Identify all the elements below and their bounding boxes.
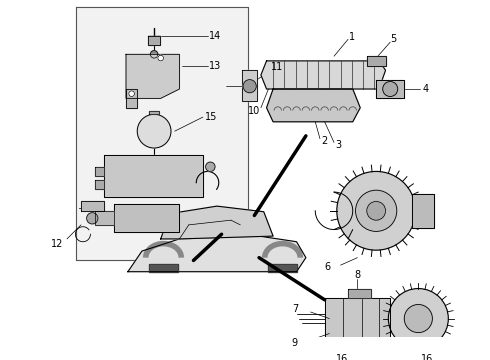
Text: 15: 15 — [205, 112, 217, 122]
Text: 13: 13 — [209, 60, 221, 71]
Polygon shape — [161, 206, 273, 239]
Polygon shape — [242, 70, 257, 101]
Text: 10: 10 — [248, 105, 260, 116]
Polygon shape — [76, 8, 248, 261]
Polygon shape — [376, 80, 404, 98]
Text: 7: 7 — [292, 304, 298, 314]
Text: 16: 16 — [421, 354, 433, 360]
Text: 14: 14 — [209, 31, 221, 41]
Polygon shape — [149, 264, 177, 272]
Text: 5: 5 — [390, 34, 396, 44]
Polygon shape — [81, 202, 104, 211]
Polygon shape — [114, 204, 179, 232]
Polygon shape — [126, 54, 179, 98]
Text: 4: 4 — [422, 84, 428, 94]
Circle shape — [243, 80, 256, 93]
Polygon shape — [95, 180, 104, 189]
Text: 2: 2 — [321, 135, 327, 145]
Polygon shape — [267, 89, 360, 122]
Circle shape — [137, 114, 171, 148]
Circle shape — [367, 202, 386, 220]
Polygon shape — [261, 61, 386, 89]
Polygon shape — [95, 167, 104, 176]
Circle shape — [129, 91, 134, 96]
Polygon shape — [367, 56, 386, 66]
Text: 9: 9 — [292, 338, 298, 348]
Polygon shape — [128, 236, 306, 272]
Circle shape — [87, 213, 98, 224]
Circle shape — [404, 305, 432, 333]
Polygon shape — [95, 211, 114, 225]
Circle shape — [383, 81, 398, 96]
Polygon shape — [148, 36, 160, 45]
Polygon shape — [149, 111, 159, 114]
Text: 8: 8 — [355, 270, 361, 279]
Circle shape — [150, 51, 158, 58]
Circle shape — [158, 55, 164, 61]
Polygon shape — [269, 264, 296, 272]
Text: 16: 16 — [336, 354, 348, 360]
Circle shape — [206, 162, 215, 171]
Circle shape — [337, 171, 416, 250]
Text: 6: 6 — [325, 262, 331, 272]
Polygon shape — [325, 298, 390, 337]
Polygon shape — [126, 89, 137, 108]
Text: 12: 12 — [51, 239, 63, 249]
Polygon shape — [348, 289, 371, 298]
Polygon shape — [412, 194, 434, 228]
Text: 11: 11 — [271, 62, 284, 72]
Polygon shape — [104, 154, 203, 197]
Circle shape — [389, 289, 448, 348]
Circle shape — [356, 190, 397, 231]
Text: 3: 3 — [335, 140, 341, 150]
Text: 1: 1 — [349, 32, 355, 42]
